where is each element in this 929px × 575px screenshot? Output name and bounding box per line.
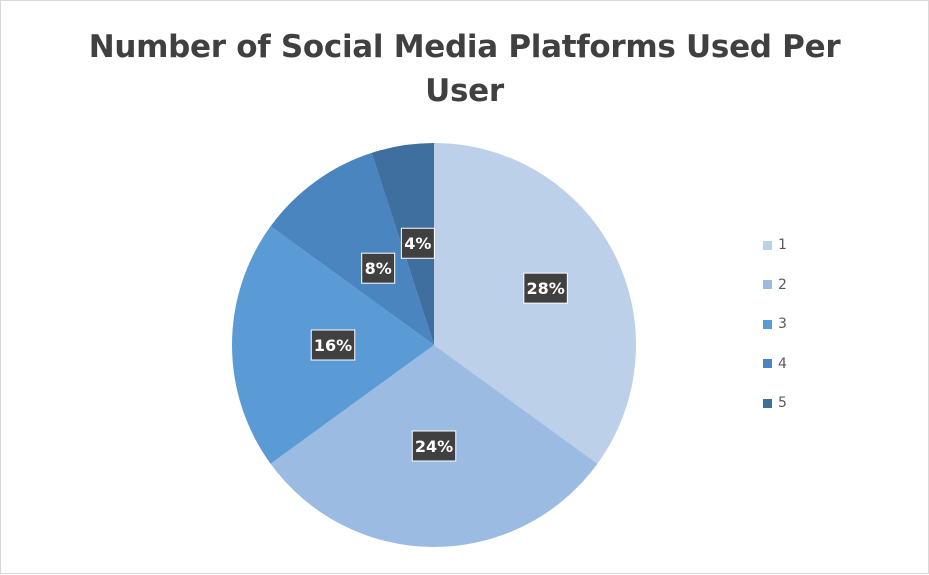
legend-item-1[interactable]: 1 <box>763 235 823 255</box>
legend-swatch-2 <box>763 280 772 289</box>
data-label-1: 28% <box>523 272 568 304</box>
data-label-text-4: 8% <box>365 259 392 278</box>
legend-swatch-5 <box>763 398 772 408</box>
legend-swatch-4 <box>763 359 772 368</box>
pie-data-labels: 28% 24% 16% 8% 4% <box>310 227 568 462</box>
legend-label-4: 4 <box>778 355 787 372</box>
legend-swatch-3 <box>763 319 772 329</box>
data-label-box-1 <box>523 272 568 304</box>
legend-swatch-1 <box>763 240 772 250</box>
data-label-text-2: 24% <box>415 437 453 456</box>
data-label-5: 4% <box>400 227 435 259</box>
data-label-3: 16% <box>310 329 356 361</box>
legend: 1 2 3 4 5 <box>763 235 823 433</box>
data-label-box-3 <box>310 329 356 361</box>
legend-item-5[interactable]: 5 <box>763 393 823 413</box>
data-label-2: 24% <box>411 430 457 462</box>
data-label-box-2 <box>411 430 457 462</box>
chart-title-line-2: User <box>425 73 504 109</box>
chart-title: Number of Social Media Platforms Used Pe… <box>1 25 928 113</box>
data-label-box-4 <box>361 252 396 284</box>
data-label-text-3: 16% <box>314 336 352 355</box>
pie-slice-4[interactable] <box>270 152 434 345</box>
legend-label-1: 1 <box>778 237 787 253</box>
legend-label-3: 3 <box>778 316 787 332</box>
data-label-4: 8% <box>361 252 396 284</box>
legend-item-3[interactable]: 3 <box>763 314 823 334</box>
data-label-text-1: 28% <box>526 279 564 298</box>
legend-label-5: 5 <box>778 395 787 411</box>
data-label-box-5 <box>400 227 435 259</box>
legend-item-4[interactable]: 4 <box>763 354 823 374</box>
pie-slices <box>231 143 636 547</box>
legend-label-2: 2 <box>778 276 787 293</box>
legend-item-2[interactable]: 2 <box>763 275 823 295</box>
data-label-text-5: 4% <box>404 234 431 253</box>
chart-title-line-1: Number of Social Media Platforms Used Pe… <box>88 29 841 65</box>
